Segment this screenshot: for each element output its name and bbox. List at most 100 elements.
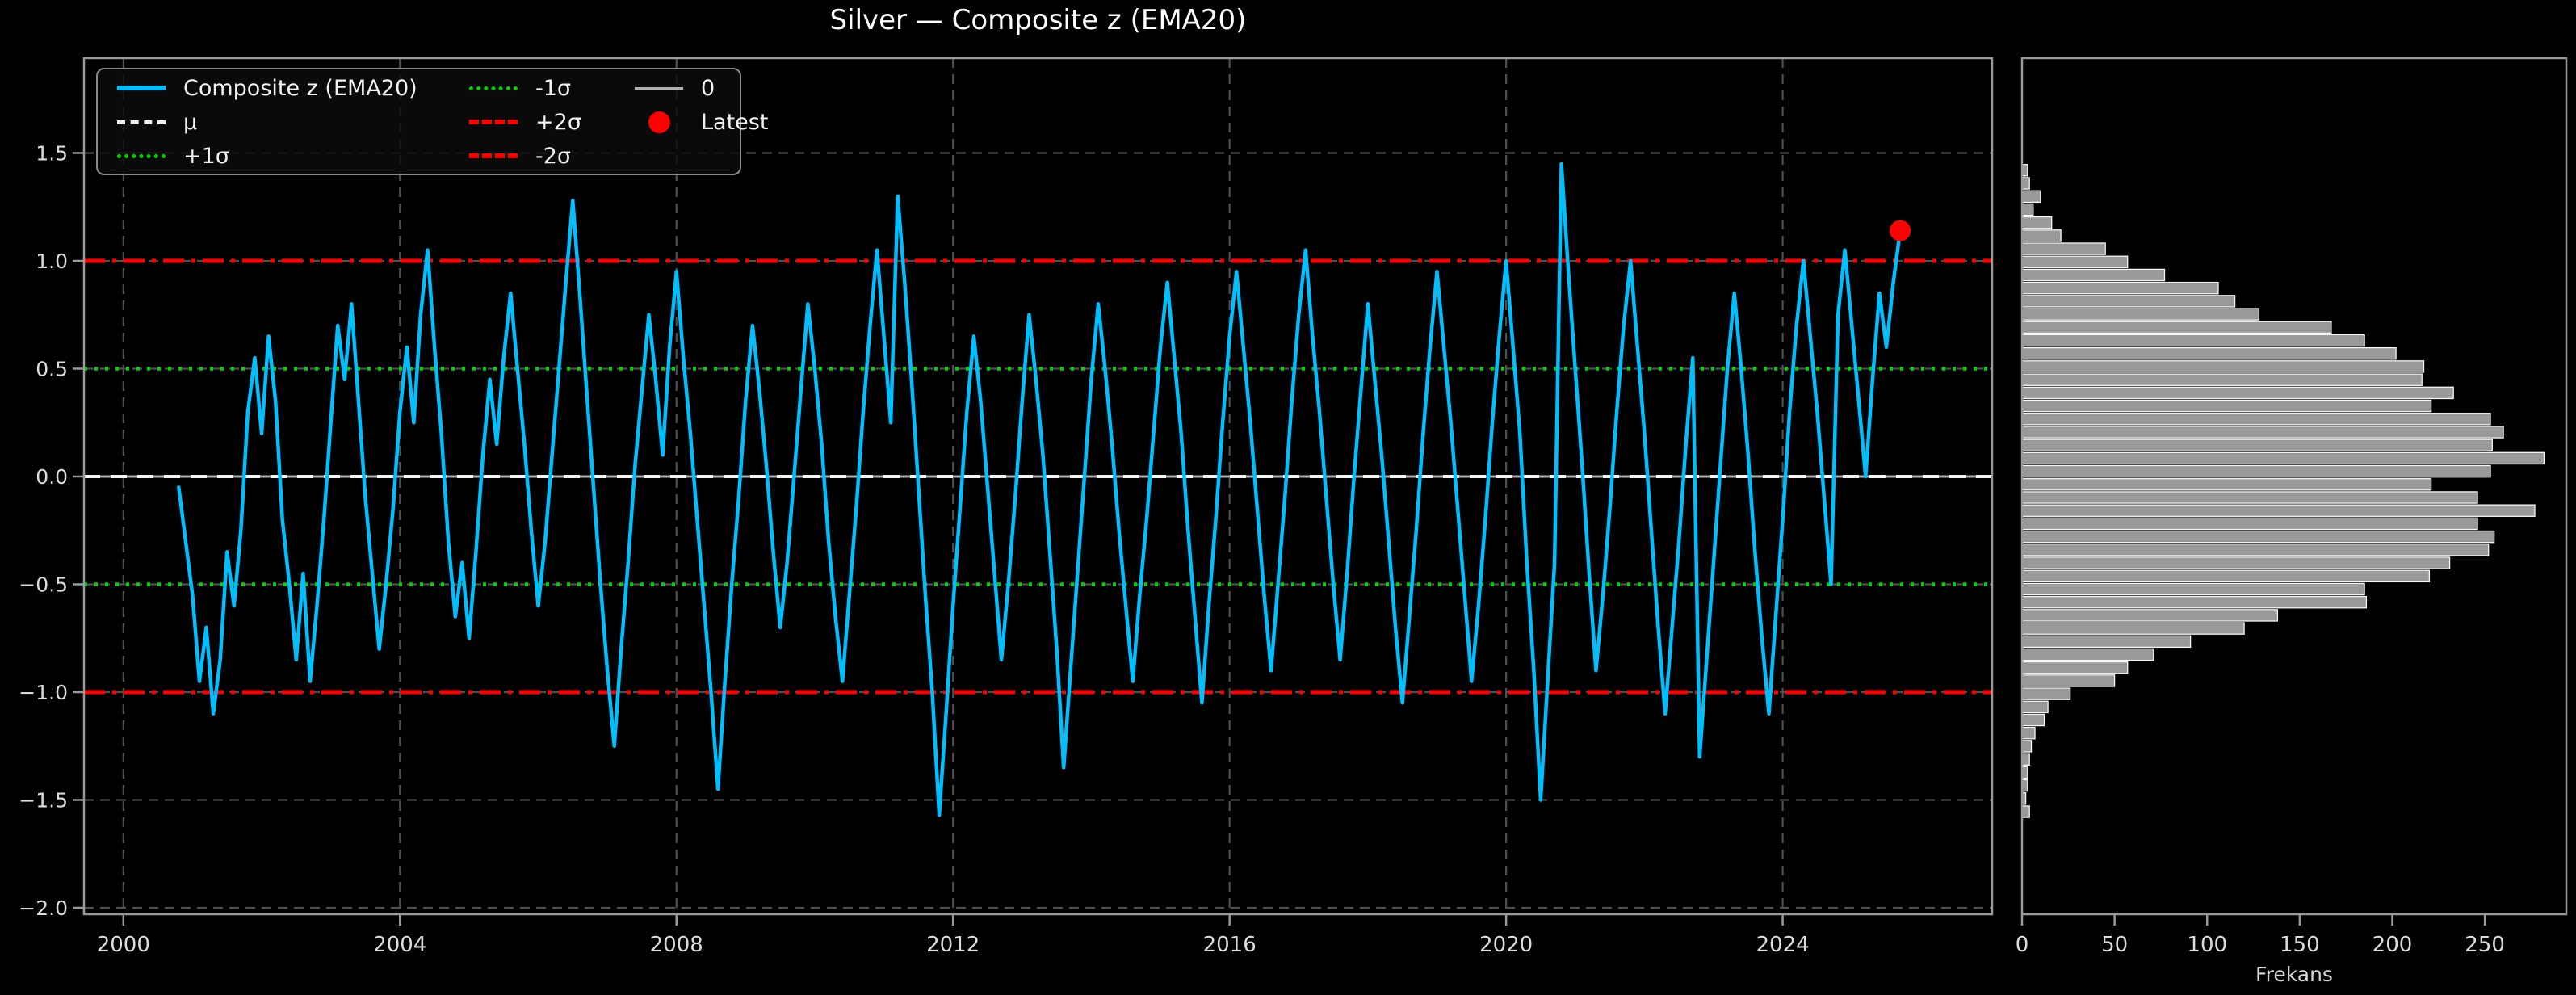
hist-bar — [2021, 517, 2478, 531]
legend-item-plus1sigma: +1σ — [117, 145, 469, 167]
ytick-label: −1.5 — [19, 788, 68, 812]
hist-bar — [2021, 700, 2049, 714]
hist-bar — [2021, 582, 2365, 596]
xtick-label: 2024 — [1756, 933, 1809, 957]
histogram-layer — [2021, 164, 2545, 818]
zero-line-swatch-icon — [635, 86, 683, 90]
ytick-label: 1.0 — [36, 250, 68, 273]
xtick-label: 2020 — [1479, 933, 1533, 957]
xtick-label: 2004 — [373, 933, 426, 957]
hist-bar — [2021, 726, 2036, 740]
hist-bar — [2021, 491, 2478, 504]
hist-bar — [2021, 556, 2451, 569]
hist-bar — [2021, 255, 2129, 269]
xtick-label: 2000 — [97, 933, 150, 957]
gridlines — [84, 58, 1992, 914]
chart-title: Silver — Composite z (EMA20) — [829, 4, 1247, 36]
latest-dot-swatch-icon — [635, 111, 683, 133]
minus2sigma-dashdot-swatch-icon — [469, 153, 518, 158]
legend-label-composite: Composite z (EMA20) — [183, 75, 417, 101]
legend-box: Composite z (EMA20) μ +1σ -1σ +2σ -2σ 0 … — [96, 68, 768, 175]
plus1sigma-dot-swatch-icon — [117, 153, 166, 158]
hist-bar — [2021, 426, 2504, 439]
hist-bar — [2021, 530, 2495, 544]
hist-bar — [2021, 268, 2166, 282]
hist-bar — [2021, 478, 2432, 491]
plus2sigma-dashdot-swatch-icon — [469, 120, 518, 124]
hist-bar — [2021, 281, 2219, 295]
hist-bar — [2021, 399, 2432, 413]
legend-item-plus2sigma: +2σ — [469, 111, 635, 133]
hist-bar — [2021, 373, 2423, 386]
legend-item-composite: Composite z (EMA20) — [117, 78, 469, 99]
legend-item-latest: Latest — [635, 111, 768, 133]
mu-dash-swatch-icon — [117, 120, 166, 124]
legend-item-zero: 0 — [635, 78, 768, 99]
hist-bar — [2021, 439, 2493, 451]
hist-bar — [2021, 216, 2053, 229]
hist-bar — [2021, 753, 2030, 766]
hist-bar — [2021, 295, 2236, 308]
hist-bar — [2021, 346, 2397, 360]
hist-bar — [2021, 386, 2454, 400]
legend-label-minus2sigma: -2σ — [535, 143, 572, 169]
hist-xtick-label: 250 — [2465, 933, 2505, 957]
hist-xtick-label: 0 — [2016, 933, 2029, 957]
series-layer — [177, 162, 1911, 817]
legend-label-plus2sigma: +2σ — [535, 109, 581, 135]
hist-bar — [2021, 544, 2490, 556]
legend-item-mu: μ — [117, 111, 469, 133]
hist-xtick-label: 100 — [2187, 933, 2227, 957]
hist-bar — [2021, 648, 2154, 661]
hist-bar — [2021, 674, 2116, 687]
hist-bar — [2021, 687, 2071, 700]
hist-bar — [2021, 661, 2129, 674]
hist-xtick-label: 50 — [2101, 933, 2128, 957]
legend-label-minus1sigma: -1σ — [535, 75, 572, 101]
xtick-label: 2016 — [1203, 933, 1257, 957]
ytick-label: −0.5 — [19, 573, 68, 596]
hist-bar — [2021, 569, 2431, 583]
hist-axes-spines — [2020, 57, 2568, 916]
minus1sigma-dot-swatch-icon — [469, 86, 518, 90]
hist-bar — [2021, 321, 2332, 334]
axes-layer: 2000 2004 2008 2012 2016 2020 2024−2.0−1.5−1.0… — [19, 57, 2568, 957]
hist-bar — [2021, 609, 2279, 622]
hist-xtick-label: 200 — [2373, 933, 2413, 957]
composite-line-swatch-icon — [117, 86, 166, 90]
hist-bar — [2021, 464, 2491, 478]
ytick-label: 0.0 — [36, 465, 68, 489]
hist-bar — [2021, 360, 2425, 373]
legend-item-minus2sigma: -2σ — [469, 145, 635, 167]
hist-bar — [2021, 334, 2365, 347]
legend-label-latest: Latest — [701, 109, 769, 135]
legend-label-mu: μ — [183, 109, 198, 135]
ytick-label: 0.5 — [36, 357, 68, 380]
reference-lines — [84, 258, 1992, 695]
hist-bar — [2021, 595, 2368, 609]
legend-item-minus1sigma: -1σ — [469, 78, 635, 99]
hist-bar — [2021, 622, 2245, 635]
hist-bar — [2021, 740, 2033, 753]
legend-label-zero: 0 — [701, 75, 715, 101]
hist-xtick-label: 150 — [2280, 933, 2320, 957]
hist-bar — [2021, 229, 2062, 242]
composite-z-line — [177, 162, 1903, 817]
hist-bar — [2021, 504, 2536, 517]
ytick-label: 1.5 — [36, 141, 68, 165]
xtick-label: 2008 — [650, 933, 703, 957]
hist-bar — [2021, 242, 2106, 255]
ytick-label: −1.0 — [19, 681, 68, 704]
hist-bar — [2021, 713, 2045, 727]
hist-bar — [2021, 190, 2041, 204]
hist-bar — [2021, 177, 2030, 190]
xtick-label: 2012 — [926, 933, 980, 957]
hist-xaxis-label: Frekans — [2255, 963, 2333, 986]
main-axes-spines — [82, 57, 1994, 916]
latest-point-marker — [1890, 220, 1911, 241]
hist-bar — [2021, 413, 2491, 426]
hist-bar — [2021, 805, 2030, 818]
hist-bar — [2021, 451, 2545, 465]
